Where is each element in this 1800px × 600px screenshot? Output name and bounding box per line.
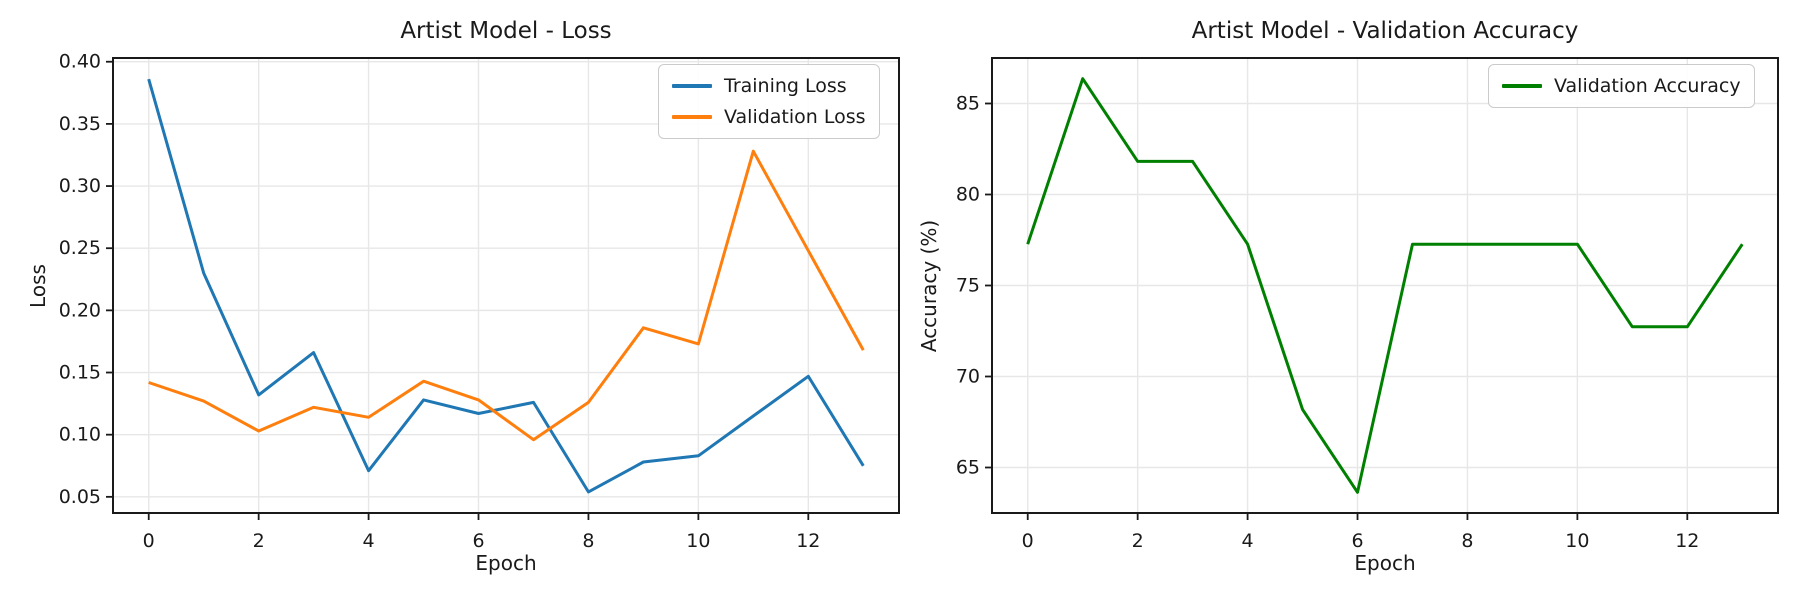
x-tick-label: 4 [1242,530,1254,552]
y-tick-label: 0.35 [59,113,101,135]
x-tick-label: 0 [1022,530,1034,552]
loss-chart-title: Artist Model - Loss [400,18,612,44]
y-tick-label: 0.05 [59,486,101,508]
x-tick-label: 4 [363,530,375,552]
x-tick-label: 2 [1132,530,1144,552]
legend-item-validation-accuracy: Validation Accuracy [1502,73,1741,99]
y-tick-label: 0.20 [59,299,101,321]
legend-item-training-loss: Training Loss [672,73,866,99]
x-tick-label: 8 [582,530,594,552]
legend-label-validation-loss: Validation Loss [724,106,866,128]
validation-loss-line-swatch [672,115,712,119]
x-tick-label: 8 [1461,530,1473,552]
y-tick-label: 0.40 [59,51,101,73]
validation-accuracy-line-swatch [1502,84,1542,88]
y-tick-label: 70 [956,366,980,388]
training-loss-line-swatch [672,84,712,88]
x-tick-label: 0 [143,530,155,552]
y-tick-label: 0.25 [59,237,101,259]
x-tick-label: 12 [1675,530,1699,552]
y-tick-label: 75 [956,275,980,297]
y-tick-label: 0.30 [59,175,101,197]
axes-spines [112,57,900,514]
y-tick-label: 0.15 [59,362,101,384]
validation-accuracy-line [1026,77,1744,494]
accuracy-chart-ylabel: Accuracy (%) [917,219,941,353]
x-tick-label: 10 [686,530,710,552]
x-tick-label: 12 [796,530,820,552]
accuracy-chart-title: Artist Model - Validation Accuracy [1191,18,1579,44]
loss-chart-ylabel: Loss [26,264,50,308]
legend-item-validation-loss: Validation Loss [672,104,866,130]
y-tick-label: 0.10 [59,424,101,446]
accuracy-chart-xlabel: Epoch [1354,551,1416,575]
x-tick-label: 2 [253,530,265,552]
x-tick-label: 10 [1565,530,1589,552]
accuracy-chart-legend: Validation Accuracy [1488,64,1755,108]
y-tick-label: 85 [956,93,980,115]
training-loss-line [147,78,865,494]
x-tick-label: 6 [1351,530,1363,552]
y-tick-label: 65 [956,457,980,479]
loss-chart-legend: Training Loss Validation Loss [658,64,880,139]
x-tick-label: 6 [472,530,484,552]
validation-loss-line [148,149,865,442]
legend-label-training-loss: Training Loss [724,75,847,97]
y-tick-label: 80 [956,184,980,206]
legend-label-validation-accuracy: Validation Accuracy [1554,75,1741,97]
loss-chart-xlabel: Epoch [475,551,537,575]
